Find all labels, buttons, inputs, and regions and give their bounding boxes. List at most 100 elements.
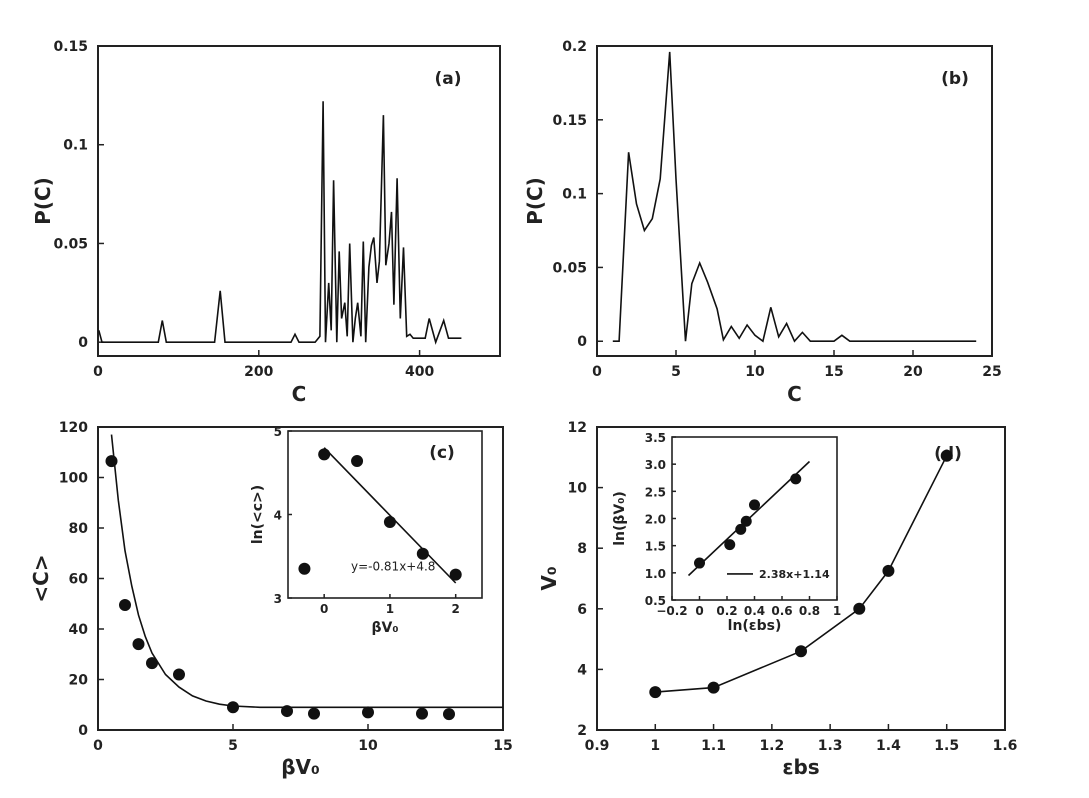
x-tick-label: 20 (903, 364, 923, 380)
data-point (749, 499, 760, 511)
panel-d-inset: −0.2 0 0.2 0.4 0.6 0.8 1 0.5 1.0 1.5 2.0 2.5 3.0 3.5 l… (612, 431, 841, 634)
y-tick-label: 0 (78, 335, 88, 351)
x-tick-label: 0.6 (771, 604, 792, 618)
y-tick-label: 120 (59, 420, 88, 436)
x-tick-label: 0.9 (585, 738, 610, 754)
y-tick-label: 0.05 (53, 236, 88, 252)
data-point (298, 562, 311, 575)
panel-b: 0 5 10 15 20 25 0 0.05 0.1 0.15 0.2 C P(C) (b) (523, 39, 1002, 406)
x-tick-label: 0 (592, 364, 602, 380)
fit-equation: 2.38x+1.14 (759, 568, 830, 581)
x-tick-label: 1 (650, 738, 660, 754)
y-tick-label: 40 (69, 622, 89, 638)
x-tick-label: 0.8 (799, 604, 820, 618)
y-tick-label: 0.1 (562, 187, 587, 203)
data-point (146, 657, 158, 670)
plot-frame (671, 436, 838, 601)
data-point (132, 638, 145, 651)
y-tick-label: 100 (59, 471, 88, 487)
x-tick-label: 200 (244, 364, 273, 380)
y-tick-label: 60 (69, 572, 89, 588)
y-tick-label: 0.15 (53, 39, 88, 55)
x-tick-label: −0.2 (656, 604, 687, 618)
data-point (351, 455, 364, 468)
y-tick-label: 2 (577, 723, 587, 739)
panel-label: (a) (434, 69, 461, 89)
panel-label: (b) (941, 69, 969, 89)
data-point (724, 539, 736, 551)
data-point (707, 681, 720, 694)
y-axis-label: <C> (29, 554, 53, 602)
fit-curve (110, 434, 503, 709)
x-tick-label: 5 (671, 364, 681, 380)
x-tick-label: 5 (228, 738, 238, 754)
x-tick-label: 0 (93, 738, 103, 754)
y-axis-label: ln(βV₀) (612, 491, 628, 546)
x-tick-label: 15 (824, 364, 843, 380)
x-tick-label: 0 (93, 364, 103, 380)
data-point (649, 686, 662, 699)
series-line (655, 455, 948, 693)
y-axis-label: P(C) (31, 177, 55, 225)
x-axis-label: βV₀ (281, 755, 320, 779)
y-tick-label: 0.5 (645, 594, 666, 608)
data-point (853, 602, 866, 615)
data-point (362, 706, 374, 719)
data-point (940, 449, 953, 462)
panel-a: 0 200 400 0 0.05 0.1 0.15 C P(C) (a) (31, 39, 501, 406)
series-line (98, 101, 462, 345)
x-axis-label: C (292, 382, 307, 406)
series-line (612, 51, 977, 343)
y-tick-label: 2.0 (645, 513, 666, 527)
y-axis-label: ln(<c>) (250, 485, 266, 544)
x-tick-label: 400 (405, 364, 434, 380)
data-point (105, 455, 118, 468)
y-tick-label: 6 (577, 602, 587, 618)
data-point (416, 707, 428, 720)
x-tick-label: 0 (320, 602, 328, 616)
data-point (694, 557, 705, 569)
x-tick-label: 1.4 (876, 738, 901, 754)
data-point (173, 668, 185, 681)
y-tick-label: 12 (568, 420, 587, 436)
data-point (281, 705, 293, 718)
x-tick-label: 1 (833, 604, 841, 618)
data-point (795, 645, 807, 658)
y-tick-label: 3 (274, 592, 282, 606)
data-point (790, 473, 802, 485)
fit-equation: y=-0.81x+4.8 (351, 559, 435, 573)
y-tick-label: 0.05 (552, 260, 587, 276)
data-point (227, 701, 239, 714)
plot-frame (97, 45, 501, 357)
x-tick-label: 0 (695, 604, 703, 618)
y-tick-label: 0.2 (562, 39, 587, 55)
y-tick-label: 8 (577, 541, 587, 557)
y-axis-label: V₀ (537, 566, 561, 590)
data-point (735, 523, 747, 535)
x-tick-label: 1.1 (701, 738, 726, 754)
y-tick-label: 3.5 (645, 431, 666, 445)
x-axis-label: βV₀ (372, 620, 399, 636)
fit-line (323, 447, 457, 584)
data-point (449, 568, 462, 581)
x-tick-label: 10 (745, 364, 765, 380)
y-tick-label: 0 (78, 723, 88, 739)
x-axis-label: εbs (782, 755, 819, 779)
y-tick-label: 1.5 (645, 540, 666, 554)
y-tick-label: 0 (577, 334, 587, 350)
y-tick-label: 80 (69, 521, 89, 537)
x-tick-label: 25 (982, 364, 1001, 380)
y-tick-label: 4 (577, 662, 587, 678)
x-tick-label: 10 (358, 738, 378, 754)
data-point (882, 564, 895, 577)
data-point (443, 708, 455, 721)
data-point (119, 599, 131, 612)
plot-frame (596, 45, 993, 357)
x-tick-label: 1 (386, 602, 394, 616)
x-tick-label: 0.2 (716, 604, 737, 618)
panel-c-inset: 0 1 2 3 4 5 βV₀ ln(<c>) (c) y=-0.81x+4.8 (250, 425, 483, 636)
y-tick-label: 1.0 (645, 567, 666, 581)
data-point (383, 516, 396, 529)
y-tick-label: 0.1 (63, 138, 88, 154)
